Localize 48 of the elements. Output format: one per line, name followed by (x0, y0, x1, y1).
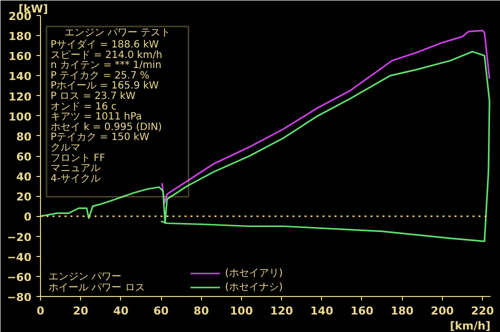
legend-label: (ホセイナシ) (225, 281, 283, 294)
y-tick-label: 60 (16, 150, 32, 164)
y-tick-label: 120 (8, 90, 32, 104)
x-tick-label: 180 (390, 304, 414, 318)
annotation: スピード = 214.0 km/h (50, 50, 162, 61)
annotation: 4-サイクル (50, 173, 100, 184)
x-tick-label: 200 (430, 304, 454, 318)
y-tick-label: 100 (8, 110, 32, 124)
y-tick-label: 180 (8, 30, 32, 44)
annotation: Pサイダイ = 188.6 kW (50, 38, 159, 50)
x-tick-label: 140 (310, 304, 334, 318)
legend-label: (ホセイアリ) (225, 267, 283, 280)
annotation: キアツ = 1011 hPa (50, 112, 142, 123)
x-tick-label: 20 (73, 304, 89, 318)
x-tick-label: 80 (194, 304, 210, 318)
y-tick-label: −60 (6, 270, 32, 284)
y-tick-label: −40 (6, 250, 32, 264)
x-tick-label: 100 (230, 304, 254, 318)
x-tick-label: 120 (270, 304, 294, 318)
annotation: Pテイカク = 150 kW (50, 132, 150, 144)
y-tick-label: −80 (6, 291, 32, 304)
x-axis-title: [km/h] (450, 320, 491, 332)
annotation: エンジン パワー (48, 272, 122, 282)
y-tick-label: 20 (16, 190, 32, 204)
annotation: P テイカク = 25.7 % (50, 70, 150, 82)
annotation: ホセイ k = 0.995 (DIN) (50, 122, 162, 133)
y-tick-label: −20 (6, 230, 32, 244)
line-series (161, 30, 490, 204)
x-tick-label: 40 (113, 304, 129, 318)
annotation: P ロス = 23.7 kW (50, 91, 136, 102)
y-tick-label: 0 (24, 210, 32, 224)
x-tick-label: 160 (350, 304, 374, 318)
x-tick-label: 0 (36, 304, 45, 318)
annotation: クルマ (50, 142, 80, 154)
y-tick-label: 40 (16, 170, 32, 184)
annotation: Pホイール = 165.9 kW (50, 80, 159, 92)
text: エンジン パワー テスト (64, 28, 171, 38)
line-series (40, 50, 490, 242)
annotation: フロント FF (50, 152, 106, 164)
x-tick-label: 220 (470, 304, 494, 318)
x-tick-label: 60 (153, 304, 170, 318)
y-tick-label: 80 (16, 130, 32, 144)
annotation: マニュアル (50, 163, 100, 174)
y-tick-label: 160 (8, 50, 32, 64)
annotation: オンド = 16 c (50, 101, 117, 112)
y-tick-label: 140 (8, 70, 32, 84)
annotation: n カイテン = *** 1/min (50, 60, 162, 72)
annotation: ホイール パワー ロス (48, 282, 145, 294)
